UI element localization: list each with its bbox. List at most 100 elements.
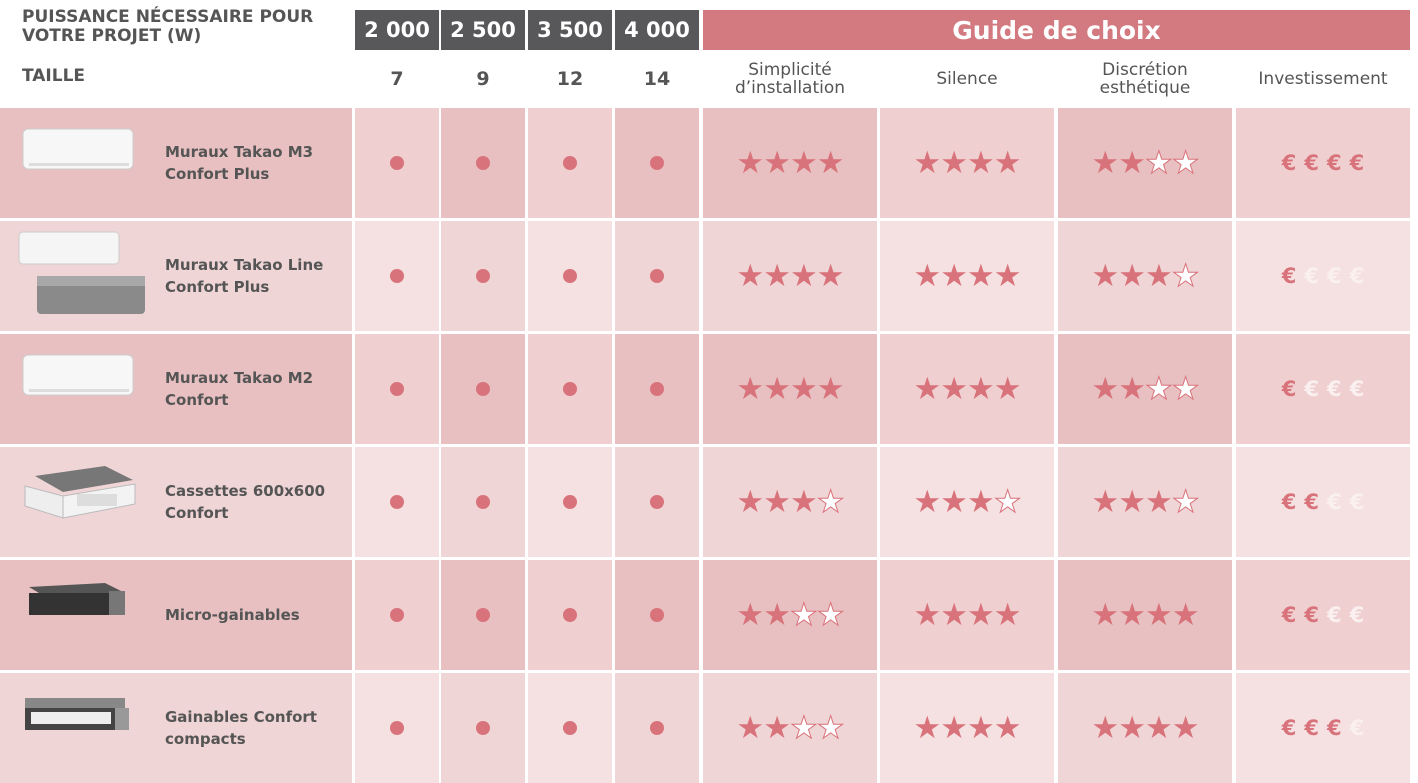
star-filled: ★ [736,710,763,746]
euro-filled: € [1327,716,1342,740]
availability-dot [563,269,577,283]
availability-dot [390,721,404,735]
product-image [0,117,165,209]
euro-filled: € [1304,151,1319,175]
star-filled: ★ [790,258,817,294]
star-empty: ★ [1172,258,1199,294]
rating-cell: ★★★★ [880,108,1054,218]
star-filled: ★ [736,371,763,407]
product-cell: Micro-gainables [0,560,352,670]
star-filled: ★ [967,484,994,520]
product-cell: Muraux Takao M3 Confort Plus [0,108,352,218]
criterion-label: Silence [936,70,997,88]
euro-empty: € [1304,264,1319,288]
star-filled: ★ [1118,145,1145,181]
star-empty: ★ [1172,145,1199,181]
power-value: 2 000 [355,10,439,50]
product-cell: Muraux Takao Line Confort Plus [0,221,352,331]
availability-dot [476,721,490,735]
size-cell [355,221,439,331]
product-name: Cassettes 600x600 Confort [165,480,335,524]
star-filled: ★ [1091,258,1118,294]
euro-empty: € [1350,603,1365,627]
euro-filled: € [1327,151,1342,175]
size-cell [441,108,525,218]
product-image [0,569,165,661]
size-cell [615,108,699,218]
star-filled: ★ [790,145,817,181]
availability-dot [563,156,577,170]
size-cell [528,673,612,783]
star-filled: ★ [817,145,844,181]
star-filled: ★ [1118,597,1145,633]
product-name: Muraux Takao M3 Confort Plus [165,141,335,185]
availability-dot [390,156,404,170]
size-cell [615,673,699,783]
star-filled: ★ [763,258,790,294]
star-filled: ★ [913,258,940,294]
star-empty: ★ [817,710,844,746]
size-value: 9 [441,56,525,102]
star-filled: ★ [1091,597,1118,633]
euro-empty: € [1350,490,1365,514]
star-filled: ★ [967,371,994,407]
availability-dot [650,495,664,509]
euro-empty: € [1327,377,1342,401]
euro-filled: € [1282,264,1297,288]
star-filled: ★ [1118,710,1145,746]
star-filled: ★ [763,710,790,746]
star-filled: ★ [1145,258,1172,294]
size-cell [441,447,525,557]
star-filled: ★ [763,371,790,407]
criterion-label: Simplicité d’installation [723,61,858,97]
product-name: Micro-gainables [165,604,335,626]
star-filled: ★ [940,484,967,520]
rating-cell: ★★★★ [703,221,877,331]
star-filled: ★ [1145,710,1172,746]
comparison-table: PUISSANCE NÉCESSAIRE POUR VOTRE PROJET (… [0,0,1418,778]
product-cell: Muraux Takao M2 Confort [0,334,352,444]
size-value: 12 [528,56,612,102]
euro-empty: € [1327,603,1342,627]
product-name: Muraux Takao M2 Confort [165,367,335,411]
star-filled: ★ [967,710,994,746]
criterion-header: Silence [880,56,1054,102]
criterion-header: Discrétion esthétique [1058,56,1232,102]
rating-cell: ★★★★ [1058,560,1232,670]
size-cell [528,560,612,670]
product-image [0,456,165,548]
euro-filled: € [1282,377,1297,401]
rating-cell: ★★★★ [703,673,877,783]
rating-cell: ★★★★ [880,673,1054,783]
investment-cell: €€€€ [1236,108,1410,218]
size-cell [615,447,699,557]
star-filled: ★ [1118,258,1145,294]
euro-filled: € [1304,603,1319,627]
euro-empty: € [1350,377,1365,401]
product-name: Gainables Confort compacts [165,706,335,750]
size-cell [441,560,525,670]
star-filled: ★ [994,258,1021,294]
star-filled: ★ [940,258,967,294]
availability-dot [650,608,664,622]
star-filled: ★ [913,710,940,746]
rating-cell: ★★★★ [880,560,1054,670]
availability-dot [650,382,664,396]
availability-dot [563,382,577,396]
star-empty: ★ [790,710,817,746]
availability-dot [563,608,577,622]
product-image [0,230,165,322]
availability-dot [650,156,664,170]
star-filled: ★ [1145,597,1172,633]
euro-filled: € [1282,151,1297,175]
availability-dot [476,495,490,509]
star-filled: ★ [940,710,967,746]
star-filled: ★ [1172,710,1199,746]
star-filled: ★ [1172,597,1199,633]
availability-dot [476,382,490,396]
star-filled: ★ [994,597,1021,633]
rating-cell: ★★★★ [703,334,877,444]
product-cell: Gainables Confort compacts [0,673,352,783]
guide-title: Guide de choix [703,10,1410,50]
rating-cell: ★★★★ [880,221,1054,331]
